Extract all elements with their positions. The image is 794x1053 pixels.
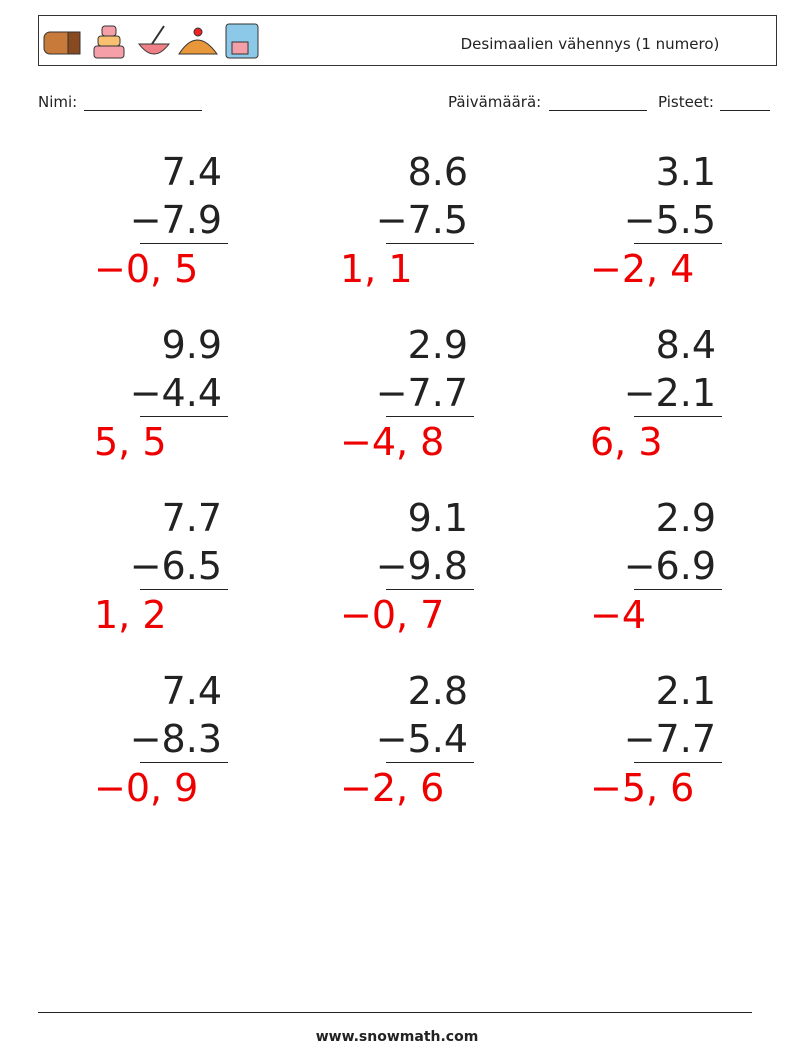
answer-line: [386, 416, 474, 417]
top-number: 2.9: [655, 496, 716, 540]
answer-line: [140, 416, 228, 417]
answer: −2, 6: [340, 766, 445, 810]
answer-line: [634, 762, 722, 763]
bottom-number: −7.7: [375, 371, 468, 415]
bottom-number: −4.4: [129, 371, 222, 415]
top-number: 3.1: [655, 150, 716, 194]
top-number: 8.6: [407, 150, 468, 194]
answer: −0, 5: [94, 247, 199, 291]
answer-line: [140, 589, 228, 590]
bottom-number: −7.5: [375, 198, 468, 242]
bottom-number: −5.4: [375, 717, 468, 761]
top-number: 2.9: [407, 323, 468, 367]
answer-line: [386, 762, 474, 763]
answer: −4, 8: [340, 420, 445, 464]
name-line: [84, 110, 202, 111]
answer-line: [634, 589, 722, 590]
answer-line: [386, 589, 474, 590]
answer: 1, 1: [340, 247, 413, 291]
score-line: [720, 110, 770, 111]
header-box: [38, 15, 777, 66]
answer: 5, 5: [94, 420, 167, 464]
bottom-number: −6.9: [623, 544, 716, 588]
top-number: 2.1: [655, 669, 716, 713]
top-number: 9.9: [161, 323, 222, 367]
answer-line: [140, 762, 228, 763]
top-number: 7.4: [161, 150, 222, 194]
answer-line: [634, 243, 722, 244]
footer-site: www.snowmath.com: [315, 1029, 479, 1045]
date-line: [549, 110, 647, 111]
bottom-number: −5.5: [623, 198, 716, 242]
bottom-number: −2.1: [623, 371, 716, 415]
bottom-number: −8.3: [129, 717, 222, 761]
title: Desimaalien vähennys (1 numero): [460, 35, 720, 53]
date-label: Päivämäärä:: [448, 93, 542, 111]
answer: −5, 6: [590, 766, 695, 810]
icons: [43, 23, 259, 59]
answer: 6, 3: [590, 420, 663, 464]
answer: −2, 4: [590, 247, 695, 291]
top-number: 7.7: [161, 496, 222, 540]
answer-line: [140, 243, 228, 244]
answer: −4: [590, 593, 647, 637]
answer: −0, 9: [94, 766, 199, 810]
answer-line: [386, 243, 474, 244]
answer: −0, 7: [340, 593, 445, 637]
bottom-number: −7.9: [129, 198, 222, 242]
bottom-number: −6.5: [129, 544, 222, 588]
bottom-number: −7.7: [623, 717, 716, 761]
name-label: Nimi:: [38, 93, 78, 111]
top-number: 7.4: [161, 669, 222, 713]
answer: 1, 2: [94, 593, 167, 637]
footer-rule: [38, 1012, 752, 1013]
top-number: 9.1: [407, 496, 468, 540]
answer-line: [634, 416, 722, 417]
top-number: 2.8: [407, 669, 468, 713]
bottom-number: −9.8: [375, 544, 468, 588]
top-number: 8.4: [655, 323, 716, 367]
score-label: Pisteet:: [658, 93, 714, 111]
